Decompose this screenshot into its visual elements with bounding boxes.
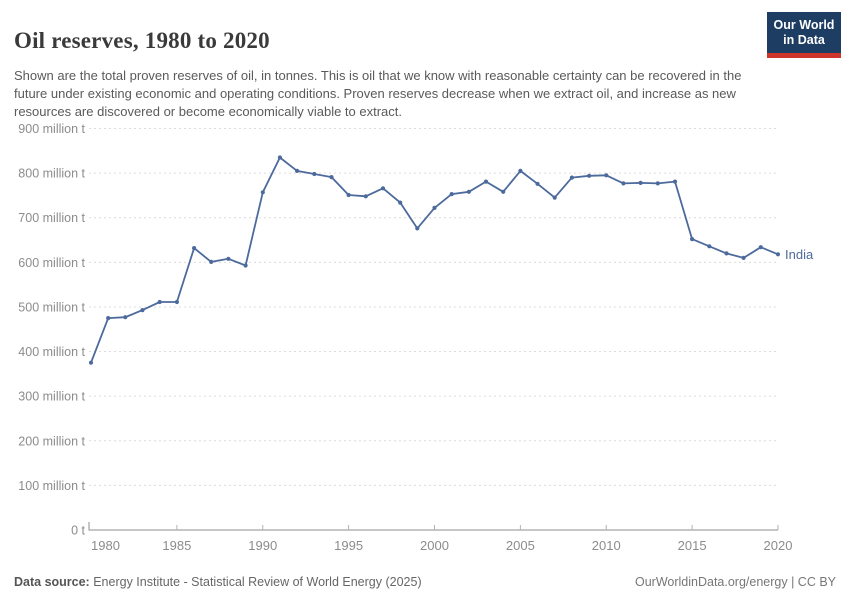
y-tick-label: 200 million t xyxy=(18,434,85,448)
data-point[interactable] xyxy=(466,189,471,194)
data-point[interactable] xyxy=(449,192,454,197)
data-point[interactable] xyxy=(260,190,265,195)
series-line-india[interactable] xyxy=(90,156,779,364)
data-point[interactable] xyxy=(483,179,489,184)
y-tick-label: 100 million t xyxy=(18,479,85,493)
data-point[interactable] xyxy=(672,179,678,184)
data-point[interactable] xyxy=(295,168,300,173)
data-point[interactable] xyxy=(552,195,557,200)
data-point[interactable] xyxy=(106,316,111,321)
data-point[interactable] xyxy=(569,175,575,180)
y-tick-label: 900 million t xyxy=(18,122,85,136)
data-point[interactable] xyxy=(775,252,781,257)
data-point[interactable] xyxy=(157,299,162,305)
data-point[interactable] xyxy=(312,171,317,177)
x-tick-label: 1980 xyxy=(91,538,120,553)
data-source-link[interactable]: Energy Institute - Statistical Review of… xyxy=(93,575,422,589)
data-point[interactable] xyxy=(398,200,403,205)
data-point[interactable] xyxy=(380,186,386,191)
x-tick-label: 1995 xyxy=(334,538,363,553)
data-point[interactable] xyxy=(535,181,540,186)
y-tick-label: 400 million t xyxy=(18,345,85,359)
x-tick-label: 1985 xyxy=(162,538,191,553)
data-point[interactable] xyxy=(209,259,214,264)
data-point[interactable] xyxy=(604,173,609,178)
data-point[interactable] xyxy=(243,263,248,268)
page-title: Oil reserves, 1980 to 2020 xyxy=(14,28,270,54)
data-point[interactable] xyxy=(192,246,197,251)
x-tick-label: 2000 xyxy=(420,538,449,553)
y-tick-label: 300 million t xyxy=(18,390,85,404)
owid-credit-link[interactable]: OurWorldinData.org/energy | CC BY xyxy=(634,575,836,589)
data-point[interactable] xyxy=(758,245,763,250)
x-tick-label: 2005 xyxy=(506,538,535,553)
data-point[interactable] xyxy=(690,237,695,242)
chart-subtitle: Shown are the total proven reserves of o… xyxy=(14,68,742,120)
y-tick-label: 500 million t xyxy=(18,300,85,314)
y-tick-label: 0 t xyxy=(71,524,85,538)
data-point[interactable] xyxy=(415,226,420,231)
data-point[interactable] xyxy=(432,205,437,210)
data-point[interactable] xyxy=(501,189,506,194)
data-point[interactable] xyxy=(621,181,626,186)
data-point[interactable] xyxy=(123,315,128,320)
data-point[interactable] xyxy=(587,173,592,178)
y-tick-label: 600 million t xyxy=(18,256,85,270)
data-point[interactable] xyxy=(741,255,746,260)
data-point[interactable] xyxy=(329,175,334,180)
chart-footer: Data source: Energy Institute - Statisti… xyxy=(0,575,850,589)
owid-logo-line2: in Data xyxy=(783,33,825,47)
data-point[interactable] xyxy=(88,360,94,365)
data-point[interactable] xyxy=(140,308,145,313)
owid-logo-line1: Our World xyxy=(773,18,835,32)
data-source-label: Data source: xyxy=(14,575,90,589)
x-tick-label: 2010 xyxy=(592,538,621,553)
data-point[interactable] xyxy=(226,256,231,261)
data-point[interactable] xyxy=(724,251,729,256)
data-point[interactable] xyxy=(363,194,368,199)
y-tick-label: 700 million t xyxy=(18,211,85,225)
data-point[interactable] xyxy=(638,180,643,185)
x-axis-line xyxy=(88,522,778,531)
owid-logo[interactable]: Our World in Data xyxy=(767,12,841,58)
y-tick-label: 800 million t xyxy=(18,167,85,181)
data-source: Data source: Energy Institute - Statisti… xyxy=(14,575,422,589)
x-tick-label: 2015 xyxy=(678,538,707,553)
data-point[interactable] xyxy=(518,168,523,173)
data-point[interactable] xyxy=(174,299,179,305)
x-tick-label: 2020 xyxy=(764,538,793,553)
data-point[interactable] xyxy=(707,244,712,249)
x-tick-label: 1990 xyxy=(248,538,277,553)
data-point[interactable] xyxy=(277,155,282,160)
data-point[interactable] xyxy=(655,181,660,186)
series-label-india: India xyxy=(785,247,814,262)
data-point[interactable] xyxy=(346,192,351,198)
